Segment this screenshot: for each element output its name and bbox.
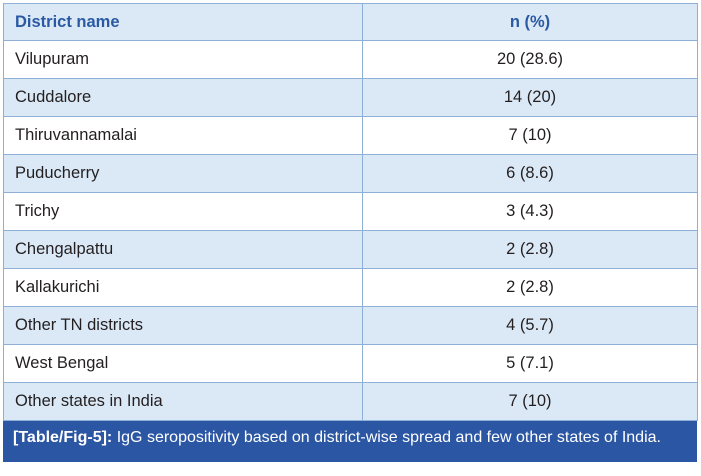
count-percent-cell: 3 (4.3) xyxy=(362,192,698,231)
table-row: Puducherry 6 (8.6) xyxy=(3,154,698,193)
district-name-header: District name xyxy=(3,3,363,41)
table-row: Other states in India 7 (10) xyxy=(3,382,698,421)
table-row: Chengalpattu 2 (2.8) xyxy=(3,230,698,269)
table-caption: [Table/Fig-5]: IgG seropositivity based … xyxy=(3,421,697,462)
header-row: District name n (%) xyxy=(3,3,698,41)
caption-text: IgG seropositivity based on district-wis… xyxy=(116,429,661,446)
district-cell: Chengalpattu xyxy=(3,230,363,269)
table-row: Thiruvannamalai 7 (10) xyxy=(3,116,698,155)
table-figure: District name n (%) Vilupuram 20 (28.6) Cu… xyxy=(3,3,698,462)
district-table: District name n (%) Vilupuram 20 (28.6) Cu… xyxy=(3,3,698,421)
district-cell: Trichy xyxy=(3,192,363,231)
district-cell: Other TN districts xyxy=(3,306,363,345)
table-body: Vilupuram 20 (28.6) Cuddalore 14 (20) Thiruv… xyxy=(3,40,698,421)
district-cell: West Bengal xyxy=(3,344,363,383)
caption-label: [Table/Fig-5]: xyxy=(13,429,113,446)
count-percent-cell: 14 (20) xyxy=(362,78,698,117)
count-percent-cell: 20 (28.6) xyxy=(362,40,698,79)
table-row: Kallakurichi 2 (2.8) xyxy=(3,268,698,307)
table-row: West Bengal 5 (7.1) xyxy=(3,344,698,383)
n-percent-header: n (%) xyxy=(362,3,698,41)
district-cell: Cuddalore xyxy=(3,78,363,117)
count-percent-cell: 7 (10) xyxy=(362,116,698,155)
count-percent-cell: 6 (8.6) xyxy=(362,154,698,193)
district-cell: Thiruvannamalai xyxy=(3,116,363,155)
count-percent-cell: 2 (2.8) xyxy=(362,268,698,307)
count-percent-cell: 2 (2.8) xyxy=(362,230,698,269)
count-percent-cell: 5 (7.1) xyxy=(362,344,698,383)
district-cell: Puducherry xyxy=(3,154,363,193)
count-percent-cell: 7 (10) xyxy=(362,382,698,421)
count-percent-cell: 4 (5.7) xyxy=(362,306,698,345)
district-cell: Vilupuram xyxy=(3,40,363,79)
table-row: Other TN districts 4 (5.7) xyxy=(3,306,698,345)
table-row: Cuddalore 14 (20) xyxy=(3,78,698,117)
district-cell: Kallakurichi xyxy=(3,268,363,307)
table-row: Trichy 3 (4.3) xyxy=(3,192,698,231)
district-cell: Other states in India xyxy=(3,382,363,421)
table-row: Vilupuram 20 (28.6) xyxy=(3,40,698,79)
